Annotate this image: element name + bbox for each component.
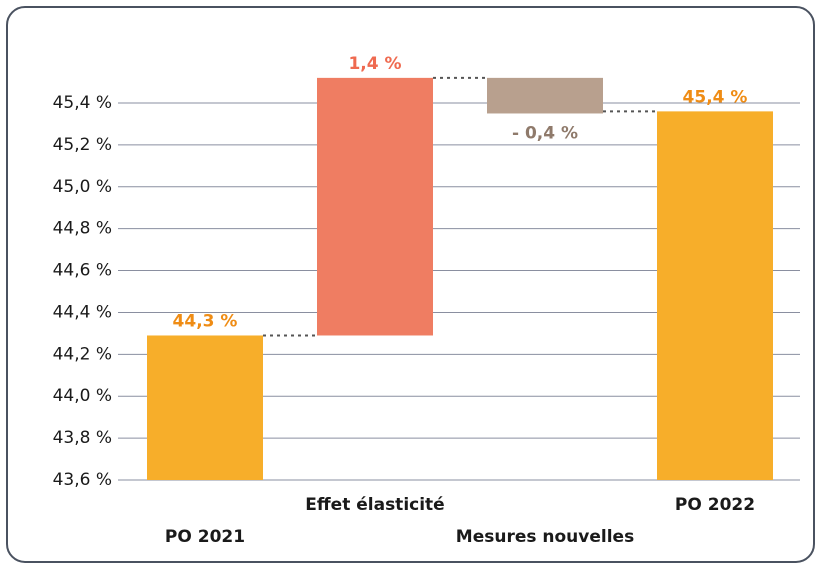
bar [657, 111, 773, 480]
data-label: 45,4 % [683, 87, 748, 107]
y-tick-label: 44,4 % [53, 302, 112, 322]
x-tick-label: PO 2022 [675, 495, 755, 515]
x-tick-label: Effet élasticité [305, 495, 444, 515]
bar [487, 77, 603, 114]
y-tick-label: 45,4 % [53, 93, 112, 113]
y-tick-label: 43,8 % [53, 428, 112, 448]
x-tick-label: Mesures nouvelles [456, 527, 634, 547]
y-tick-label: 45,0 % [53, 177, 112, 197]
data-label: 1,4 % [348, 54, 401, 74]
y-tick-label: 45,2 % [53, 135, 112, 155]
y-tick-label: 44,6 % [53, 261, 112, 281]
y-tick-label: 44,2 % [53, 344, 112, 364]
y-tick-label: 44,0 % [53, 386, 112, 406]
data-label: 44,3 % [173, 311, 238, 331]
data-label: - 0,4 % [512, 123, 578, 143]
y-tick-label: 43,6 % [53, 470, 112, 490]
x-tick-label: PO 2021 [165, 527, 245, 547]
y-tick-label: 44,8 % [53, 219, 112, 239]
bar [147, 335, 263, 480]
bar [317, 77, 433, 336]
